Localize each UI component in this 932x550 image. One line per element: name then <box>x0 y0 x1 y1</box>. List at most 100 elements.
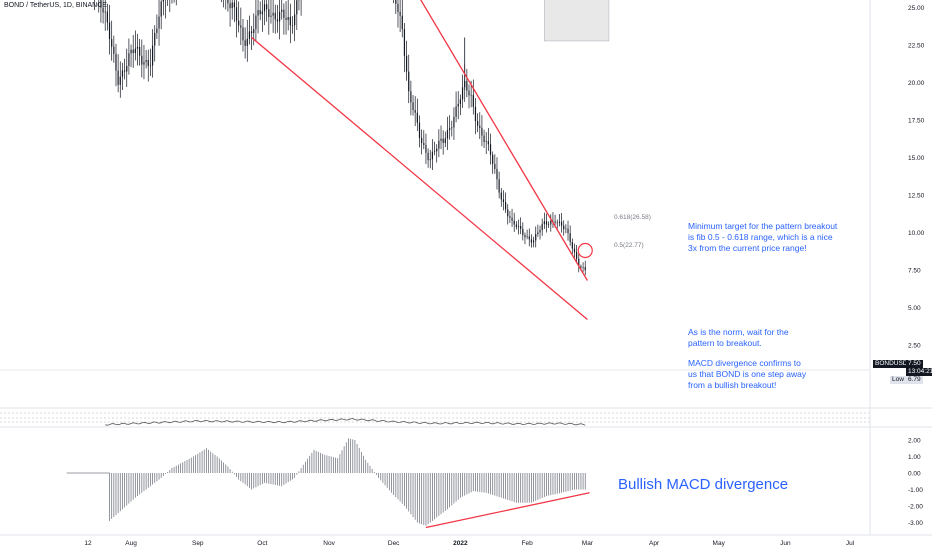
candle-body <box>442 138 444 143</box>
candle-body <box>507 209 509 217</box>
candle-body <box>401 15 403 30</box>
candle-body <box>431 151 434 160</box>
candle-body <box>517 225 520 227</box>
candle-body <box>276 19 279 22</box>
candle-body <box>563 225 565 230</box>
candle-body <box>560 221 563 226</box>
candle-body <box>496 168 498 180</box>
candle-body <box>268 9 270 17</box>
candle-body <box>139 46 141 56</box>
candle-body <box>520 225 522 229</box>
candle-body <box>145 59 147 62</box>
candle-body <box>263 4 266 12</box>
chart-title: BOND / TetherUS, 1D, BINANCE <box>4 2 107 9</box>
candle-body <box>255 15 257 30</box>
candle-body <box>259 10 261 15</box>
candle-body <box>438 140 440 149</box>
breakout-marker-circle <box>577 242 593 259</box>
candle-body <box>123 70 126 72</box>
candle-body <box>421 137 423 144</box>
candle-body <box>584 267 586 271</box>
candle-body <box>429 159 431 161</box>
price-axis[interactable]: 5 USDT52.5050.0047.5045.0042.5040.0037.5… <box>908 0 931 527</box>
candle-body <box>423 143 425 145</box>
candle-body <box>283 9 285 18</box>
candle-body <box>136 46 139 49</box>
macd-tick-label: 2.00 <box>908 438 921 445</box>
last-price-tag: 7.50 <box>906 360 923 368</box>
candle-body <box>397 3 399 12</box>
candle-body <box>111 39 113 47</box>
fib-zone-rect <box>544 0 610 42</box>
candle-body <box>541 223 543 230</box>
candle-body <box>451 127 453 129</box>
candle-body <box>444 138 446 143</box>
candle-body <box>408 71 410 92</box>
candle-body <box>498 179 500 193</box>
candle-body <box>556 222 558 224</box>
candle-body <box>522 228 524 236</box>
candle-body <box>425 144 427 153</box>
candle-body <box>483 135 485 142</box>
candle-body <box>281 9 283 12</box>
time-tick-label: May <box>713 540 726 547</box>
candle-body <box>128 53 130 66</box>
candle-body <box>457 103 459 107</box>
macd-tick-label: 0.00 <box>908 471 921 478</box>
candle-body <box>399 11 401 16</box>
candle-body <box>578 258 580 267</box>
price-tick-label: 5.00 <box>908 305 921 312</box>
candle-body <box>500 192 502 200</box>
time-tick-label: Mar <box>582 540 594 547</box>
candle-body <box>455 106 457 117</box>
candle-body <box>395 0 397 4</box>
price-tick-label: 22.50 <box>908 43 925 50</box>
candle-body <box>504 202 507 210</box>
candle-body <box>285 17 287 20</box>
candle-body <box>485 141 487 142</box>
candle-body <box>233 2 235 8</box>
trendlines <box>251 0 593 320</box>
candle-body <box>436 148 438 152</box>
candle-body <box>132 49 134 54</box>
candle-body <box>573 248 576 253</box>
candle-body <box>479 125 481 128</box>
candle-body <box>489 144 492 155</box>
time-tick-label: Aug <box>125 540 137 547</box>
candle-body <box>477 121 479 126</box>
candle-body <box>509 216 511 218</box>
candle-body <box>472 94 474 107</box>
candle-body <box>567 228 569 234</box>
candle-body <box>231 2 233 9</box>
candle-body <box>513 220 515 225</box>
candle-body <box>558 221 561 223</box>
candle-body <box>414 110 416 113</box>
low-value-tag: 6.79 <box>906 376 923 384</box>
fib-zone <box>544 0 610 42</box>
candle-body <box>576 252 578 259</box>
candle-body <box>121 70 124 77</box>
macd-tick-label: 1.00 <box>908 454 921 461</box>
candle-body <box>106 11 108 23</box>
candle-body <box>440 138 442 141</box>
candle-body <box>151 45 154 66</box>
candle-body <box>466 80 468 91</box>
candle-body <box>550 221 552 225</box>
candle-body <box>253 29 255 34</box>
candle-body <box>532 240 535 243</box>
time-tick-label: Nov <box>323 540 335 547</box>
candle-body <box>162 0 164 2</box>
time-axis[interactable]: 12 Aug Sep Oct Nov Dec 2022 Feb Mar Apr May Jun Jul <box>84 540 854 547</box>
candle-body <box>545 221 548 225</box>
candle-body <box>548 224 550 226</box>
candle-body <box>481 127 483 136</box>
time-tick-label: Jun <box>780 540 791 547</box>
candle-body <box>535 234 537 241</box>
candle-body <box>278 11 281 22</box>
candle-body <box>528 236 530 240</box>
candle-body <box>115 53 117 71</box>
target-note: Minimum target for the pattern breakout … <box>688 221 838 253</box>
candle-body <box>554 221 556 223</box>
countdown-tag: 13:04:21 <box>906 368 932 376</box>
low-label-tag: Low <box>890 376 906 384</box>
